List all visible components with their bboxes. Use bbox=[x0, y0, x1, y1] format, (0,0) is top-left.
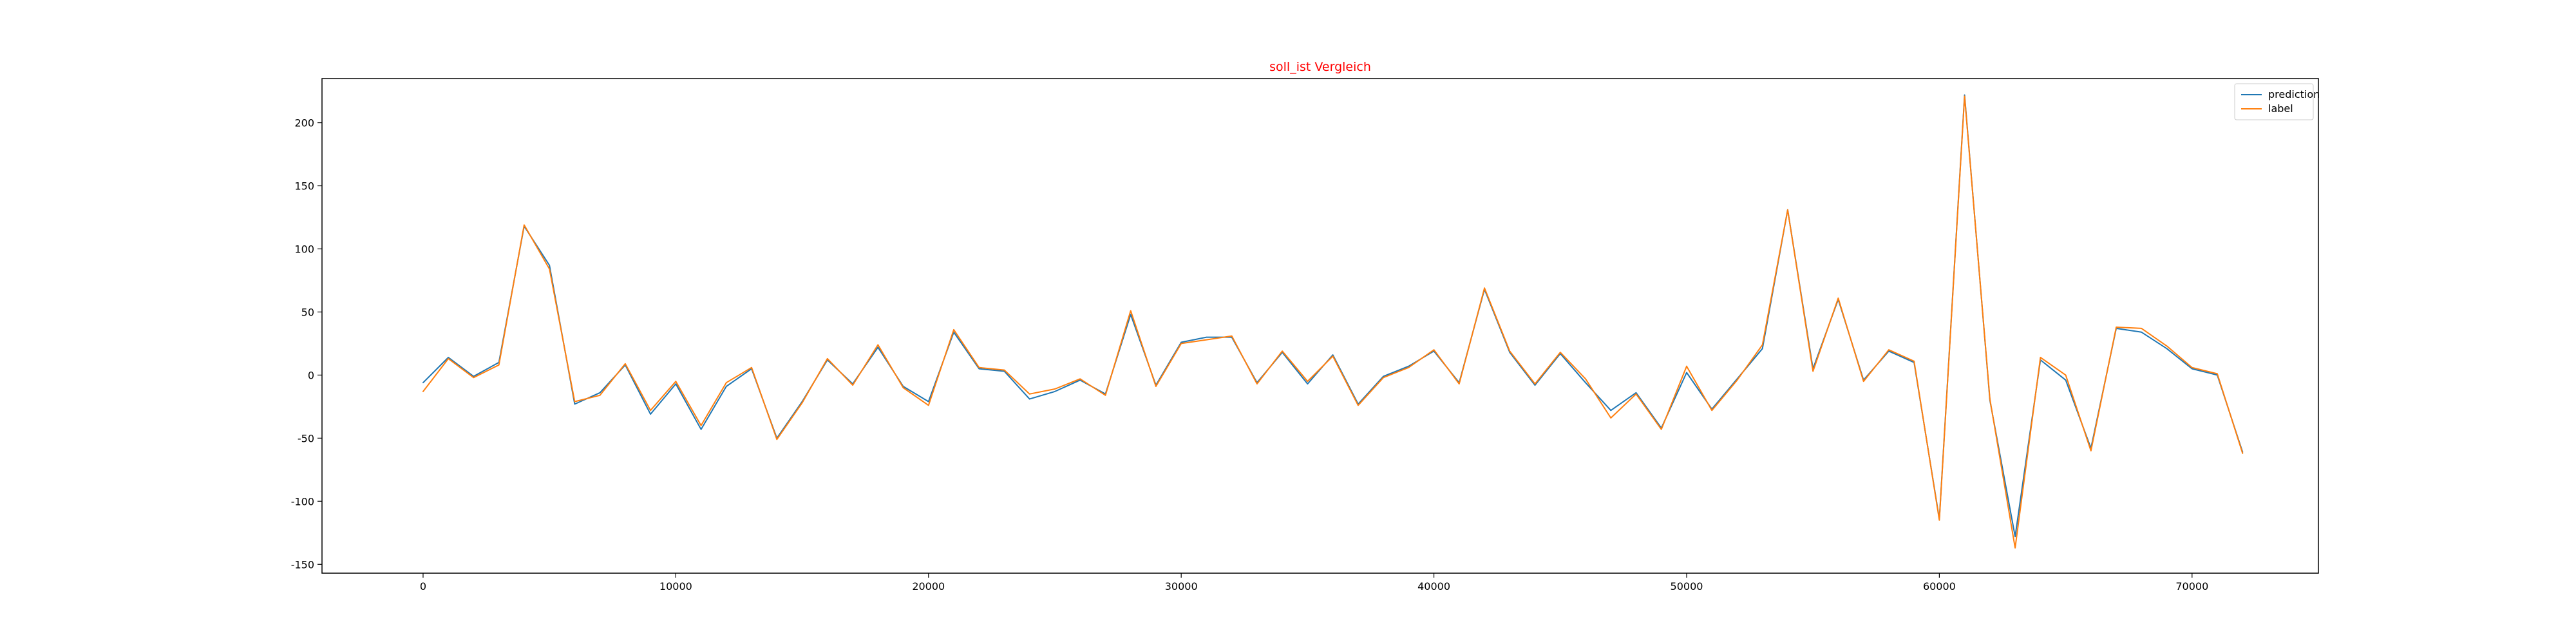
legend-label-prediction: prediction bbox=[2268, 88, 2320, 100]
x-tick-label: 20000 bbox=[912, 580, 945, 592]
legend: prediction label bbox=[2234, 83, 2320, 120]
x-tick-label: 70000 bbox=[2175, 580, 2208, 592]
series-line-label bbox=[422, 95, 2244, 549]
y-tick-label: -150 bbox=[291, 558, 314, 571]
series-lines bbox=[422, 94, 2244, 549]
legend-label-label: label bbox=[2268, 102, 2293, 115]
axes: 0 10000 20000 30000 40000 50000 60000 70000 -150… bbox=[291, 78, 2319, 592]
y-tick-label: 100 bbox=[294, 243, 314, 255]
x-tick-label: 60000 bbox=[1923, 580, 1956, 592]
chart-title: soll_ist Vergleich bbox=[1269, 60, 1371, 74]
x-tick-label: 50000 bbox=[1671, 580, 1703, 592]
legend-box bbox=[2234, 83, 2314, 120]
x-tick-label: 0 bbox=[420, 580, 426, 592]
y-tick-label: 150 bbox=[294, 180, 314, 193]
y-tick-label: 0 bbox=[308, 369, 314, 381]
y-tick-label: 50 bbox=[301, 306, 314, 318]
x-tick-label: 10000 bbox=[659, 580, 692, 592]
y-tick-label: -100 bbox=[291, 495, 314, 507]
x-tick-label: 30000 bbox=[1165, 580, 1198, 592]
y-tick-label: -50 bbox=[298, 432, 314, 444]
y-tick-label: 200 bbox=[294, 117, 314, 129]
x-tick-label: 40000 bbox=[1417, 580, 1450, 592]
plot-frame bbox=[321, 78, 2319, 574]
